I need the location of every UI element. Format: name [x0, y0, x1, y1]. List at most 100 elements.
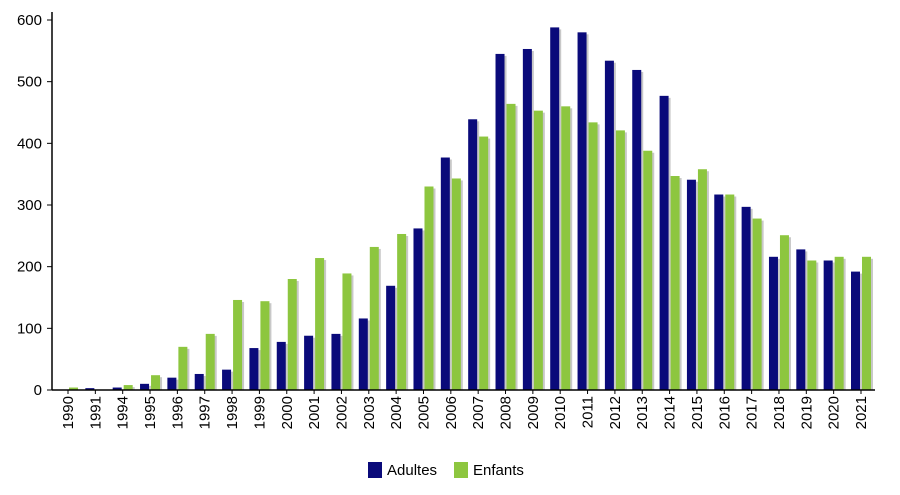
x-tick-label: 2000 — [279, 396, 296, 429]
bar-enfants-1998 — [233, 299, 243, 390]
legend-label-adultes: Adultes — [387, 462, 437, 479]
bar-adultes-2012 — [604, 60, 614, 390]
bar-enfants-2020 — [834, 256, 844, 390]
x-tick-label: 2010 — [552, 396, 569, 429]
bar-enfants-2002 — [342, 273, 352, 390]
bar-adultes-1998 — [222, 369, 232, 390]
bar-adultes-1997 — [194, 373, 204, 390]
x-tick-label: 2015 — [689, 396, 706, 429]
bar-adultes-2018 — [768, 256, 778, 390]
y-tick-label: 0 — [34, 382, 42, 399]
y-tick-label: 100 — [17, 320, 42, 337]
x-tick-label: 1999 — [251, 396, 268, 429]
bar-enfants-1997 — [205, 333, 215, 390]
bar-adultes-2010 — [550, 27, 560, 391]
bar-adultes-2005 — [413, 228, 423, 390]
x-tick-label: 2001 — [306, 396, 323, 429]
x-tick-label: 2019 — [798, 396, 815, 429]
bar-enfants-2005 — [424, 186, 434, 390]
x-tick-label: 2012 — [607, 396, 624, 429]
x-tick-label: 1997 — [197, 396, 214, 429]
bar-enfants-2007 — [479, 136, 489, 390]
legend: Adultes Enfants — [368, 462, 524, 479]
bar-adultes-2020 — [823, 260, 833, 390]
x-tick-label: 1996 — [169, 396, 186, 429]
y-tick-label: 300 — [17, 197, 42, 214]
x-tick-label: 2013 — [634, 396, 651, 429]
bar-adultes-2007 — [468, 119, 478, 391]
x-tick-label: 2016 — [716, 396, 733, 429]
x-tick-label: 2007 — [470, 396, 487, 429]
bar-enfants-2018 — [779, 235, 789, 390]
bar-adultes-2017 — [741, 206, 751, 390]
bar-adultes-2009 — [522, 48, 532, 390]
bar-adultes-2016 — [714, 194, 724, 390]
x-tick-label: 2008 — [498, 396, 515, 429]
x-tick-label: 2011 — [580, 396, 597, 428]
x-tick-label: 2014 — [662, 396, 679, 429]
x-tick-label: 1998 — [224, 396, 241, 429]
bar-enfants-2016 — [725, 194, 735, 390]
bar-enfants-2003 — [369, 246, 379, 390]
bar-adultes-2006 — [440, 157, 450, 390]
bar-enfants-1996 — [178, 346, 188, 390]
x-tick-label: 2005 — [415, 396, 432, 429]
bar-adultes-1995 — [140, 383, 150, 390]
y-tick-label: 400 — [17, 135, 42, 152]
x-tick-label: 2018 — [771, 396, 788, 429]
bar-adultes-1996 — [167, 377, 177, 390]
bar-enfants-2009 — [533, 110, 543, 391]
bar-enfants-2010 — [561, 106, 571, 390]
bar-adultes-2014 — [659, 95, 669, 390]
bar-enfants-2017 — [752, 218, 762, 390]
bar-adultes-1999 — [249, 348, 259, 390]
bar-adultes-2003 — [358, 318, 368, 390]
x-tick-label: 1995 — [142, 396, 159, 429]
bar-enfants-2015 — [697, 169, 707, 390]
bars-layer — [69, 27, 873, 391]
bar-enfants-2008 — [506, 103, 516, 390]
bar-enfants-1994 — [123, 385, 133, 390]
x-tick-label: 1994 — [115, 396, 132, 429]
x-tick-label: 1991 — [87, 396, 104, 429]
bar-enfants-2012 — [615, 130, 625, 390]
axes-layer — [51, 12, 875, 391]
y-tick-label: 500 — [17, 74, 42, 91]
x-tick-label: 2017 — [744, 396, 761, 429]
bar-adultes-2002 — [331, 333, 341, 390]
bar-enfants-2001 — [315, 258, 325, 390]
bar-adultes-1994 — [112, 387, 122, 390]
bar-adultes-2013 — [632, 69, 642, 390]
bar-enfants-2013 — [643, 150, 653, 390]
x-tick-label: 2006 — [443, 396, 460, 429]
x-tick-label: 2020 — [826, 396, 843, 429]
bar-adultes-2015 — [686, 179, 696, 390]
legend-swatch-adultes — [368, 462, 382, 478]
x-tick-label: 2002 — [333, 396, 350, 429]
x-tick-label: 2004 — [388, 396, 405, 429]
x-tick-label: 2003 — [361, 396, 378, 429]
bar-enfants-2014 — [670, 176, 680, 390]
x-tick-label: 1990 — [60, 396, 77, 429]
bar-adultes-2019 — [796, 249, 806, 390]
bar-enfants-2011 — [588, 122, 598, 390]
x-tick-label: 2021 — [853, 396, 870, 429]
x-tick-label: 2009 — [525, 396, 542, 429]
bar-adultes-2008 — [495, 53, 505, 391]
bar-enfants-2000 — [287, 279, 297, 390]
bar-adultes-1991 — [85, 388, 95, 390]
bar-adultes-2000 — [276, 341, 286, 390]
bar-adultes-2021 — [851, 271, 860, 390]
bar-adultes-2011 — [577, 32, 587, 390]
bar-enfants-2021 — [862, 256, 871, 390]
x-ticks: 1990 1991 1994 1995 1996 1997 1998 1999 2000 2001… — [60, 390, 870, 429]
bar-enfants-1990 — [69, 387, 78, 390]
bar-adultes-2001 — [304, 335, 314, 390]
legend-swatch-enfants — [454, 462, 468, 478]
y-ticks: 0 100 200 300 400 500 600 — [17, 12, 52, 399]
legend-label-enfants: Enfants — [473, 462, 524, 479]
bar-enfants-2004 — [397, 233, 407, 390]
y-tick-label: 200 — [17, 259, 42, 276]
bar-enfants-2006 — [451, 178, 461, 390]
